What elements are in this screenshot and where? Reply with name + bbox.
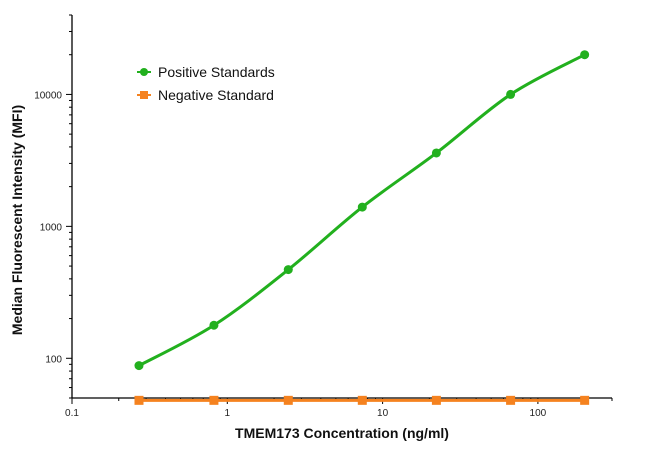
- legend-marker-positive: [140, 68, 148, 76]
- axes: 0.1 1 10 100 100 1000 10000: [34, 14, 613, 419]
- y-ticks: 100 1000 10000: [34, 14, 72, 399]
- x-tick-label: 1: [225, 408, 231, 419]
- y-tick-label: 1000: [40, 222, 63, 233]
- data-point-negative: [506, 395, 516, 405]
- legend: Positive Standards Negative Standard: [137, 64, 275, 103]
- legend-label-negative: Negative Standard: [158, 87, 274, 103]
- data-point-negative: [580, 395, 590, 405]
- data-point-positive: [209, 320, 219, 330]
- y-tick-label: 100: [45, 354, 62, 365]
- y-axis-title: Median Fluorescent Intensity (MFI): [9, 105, 25, 335]
- y-tick-label: 10000: [34, 90, 62, 101]
- data-point-negative: [209, 395, 219, 405]
- data-point-negative: [283, 395, 293, 405]
- legend-item-positive: Positive Standards: [137, 64, 275, 80]
- x-tick-label: 100: [530, 408, 547, 419]
- x-tick-label: 10: [377, 408, 389, 419]
- data-point-positive: [283, 265, 293, 275]
- data-point-negative: [134, 395, 144, 405]
- data-point-positive: [506, 89, 516, 99]
- legend-marker-negative: [140, 91, 148, 99]
- data-point-positive: [431, 148, 441, 158]
- data-point-positive: [134, 361, 144, 371]
- legend-item-negative: Negative Standard: [137, 87, 274, 103]
- data-point-positive: [357, 202, 367, 212]
- legend-label-positive: Positive Standards: [158, 64, 275, 80]
- data-point-negative: [357, 395, 367, 405]
- series-layer: [134, 50, 590, 405]
- x-tick-label: 0.1: [65, 408, 79, 419]
- x-axis-title: TMEM173 Concentration (ng/ml): [235, 425, 449, 441]
- data-point-negative: [431, 395, 441, 405]
- data-point-positive: [580, 50, 590, 60]
